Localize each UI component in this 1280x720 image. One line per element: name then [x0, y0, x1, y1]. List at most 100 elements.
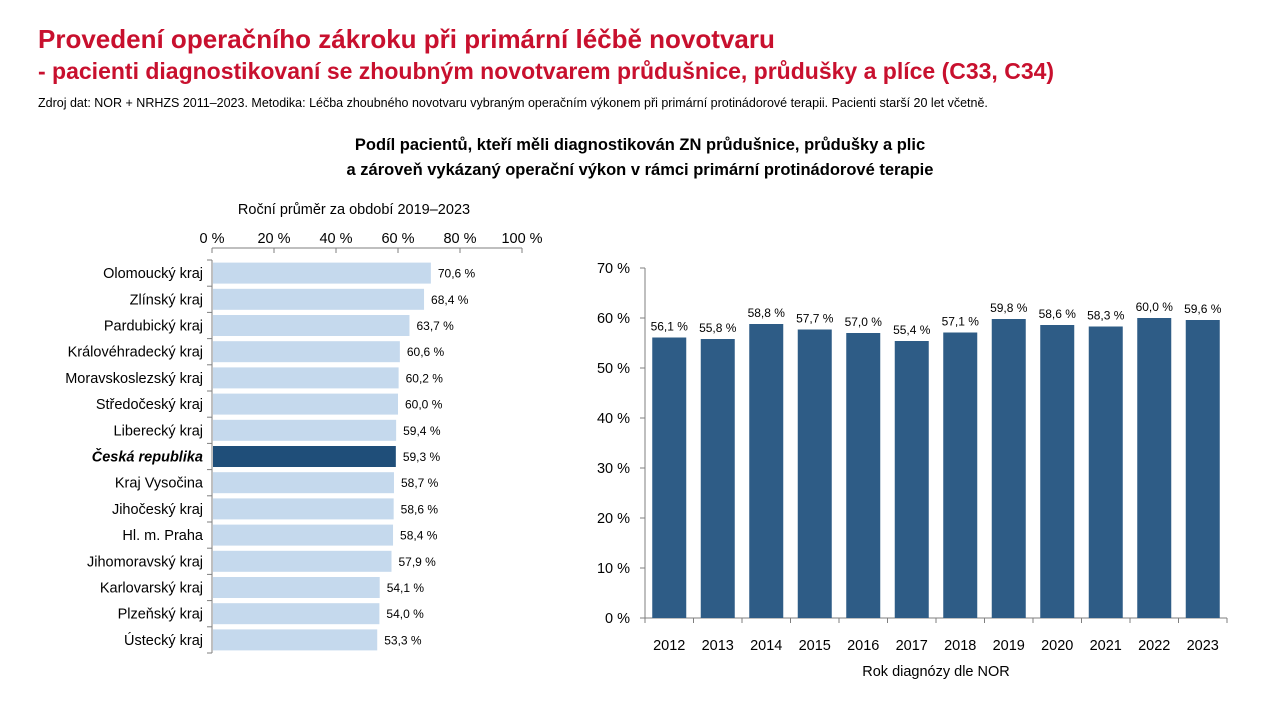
bar [213, 367, 399, 389]
bar [213, 498, 394, 520]
bar-value-label: 63,7 % [416, 319, 454, 333]
bar-value-label: 53,3 % [384, 633, 422, 647]
category-label: Královéhradecký kraj [68, 345, 203, 361]
y-tick-label: 60 % [597, 311, 630, 327]
data-source-note: Zdroj dat: NOR + NRHZS 2011–2023. Metodi… [38, 96, 988, 110]
category-label: Jihomoravský kraj [87, 554, 203, 570]
x-tick-label: 2014 [750, 638, 782, 654]
column-bar [652, 337, 687, 618]
category-label: Moravskoslezský kraj [65, 371, 203, 387]
column-bar [1137, 318, 1172, 618]
bar [213, 288, 425, 310]
x-tick-label: 2020 [1041, 638, 1073, 654]
category-label: Liberecký kraj [114, 423, 203, 439]
column-value-label: 56,1 % [651, 320, 689, 334]
chart-title: Roční průměr za období 2019–2023 [238, 202, 470, 218]
column-value-label: 55,8 % [699, 321, 737, 335]
x-tick-label: 2018 [944, 638, 976, 654]
bar-value-label: 54,1 % [387, 581, 425, 595]
category-label: Olomoucký kraj [103, 266, 203, 282]
column-value-label: 57,0 % [845, 315, 883, 329]
column-bar [1088, 326, 1123, 618]
column-bar [894, 341, 929, 618]
bar [213, 262, 431, 284]
column-value-label: 60,0 % [1136, 300, 1174, 314]
column-value-label: 59,6 % [1184, 302, 1222, 316]
bar-value-label: 60,6 % [407, 345, 445, 359]
x-tick-label: 2016 [847, 638, 879, 654]
bar [213, 629, 378, 651]
bar-value-label: 59,3 % [403, 450, 441, 464]
bar-value-label: 60,2 % [406, 371, 444, 385]
column-bar [749, 324, 784, 618]
x-tick-label: 2017 [896, 638, 928, 654]
column-value-label: 58,3 % [1087, 309, 1125, 323]
page-title: Provedení operačního zákroku při primárn… [38, 24, 775, 54]
column-value-label: 55,4 % [893, 323, 931, 337]
column-value-label: 57,7 % [796, 312, 834, 326]
bar [213, 419, 397, 441]
figure-heading-line-2: a zároveň vykázaný operační výkon v rámc… [346, 161, 934, 179]
bar-value-label: 68,4 % [431, 293, 469, 307]
bar [213, 524, 394, 546]
x-tick-label: 2019 [993, 638, 1025, 654]
category-label: Jihočeský kraj [112, 502, 203, 518]
x-tick-label: 2022 [1138, 638, 1170, 654]
y-tick-label: 0 % [605, 611, 630, 627]
category-label: Hl. m. Praha [122, 528, 204, 544]
column-value-label: 57,1 % [942, 315, 980, 329]
y-tick-label: 70 % [597, 261, 630, 277]
bar [213, 550, 392, 572]
page-subtitle: - pacienti diagnostikovaní se zhoubným n… [38, 58, 1055, 84]
x-tick-label: 100 % [501, 231, 542, 247]
x-tick-label: 2015 [799, 638, 831, 654]
x-axis-title: Rok diagnózy dle NOR [862, 664, 1010, 680]
category-label: Ústecký kraj [124, 632, 203, 649]
column-value-label: 58,6 % [1039, 307, 1077, 321]
bar-value-label: 60,0 % [405, 398, 443, 412]
bar [213, 393, 398, 415]
x-tick-label: 2013 [702, 638, 734, 654]
bar-value-label: 70,6 % [438, 267, 476, 281]
category-label: Středočeský kraj [96, 397, 203, 413]
column-value-label: 59,8 % [990, 301, 1028, 315]
column-bar [943, 332, 978, 618]
column-bar [700, 339, 735, 618]
y-tick-label: 30 % [597, 461, 630, 477]
category-label: Plzeňský kraj [118, 607, 203, 623]
bar [213, 315, 410, 336]
column-bar [846, 333, 881, 618]
bar-value-label: 57,9 % [398, 555, 436, 569]
x-tick-label: 2023 [1187, 638, 1219, 654]
y-tick-label: 20 % [597, 511, 630, 527]
bar-value-label: 58,7 % [401, 476, 439, 490]
bar-value-label: 54,0 % [386, 607, 424, 621]
bar [213, 577, 380, 598]
x-tick-label: 80 % [443, 231, 476, 247]
bar [213, 603, 380, 625]
bar [213, 341, 400, 363]
column-bar [1185, 320, 1220, 618]
category-label: Zlínský kraj [130, 292, 203, 308]
bar [213, 472, 394, 494]
x-tick-label: 2021 [1090, 638, 1122, 654]
category-label: Karlovarský kraj [100, 581, 203, 597]
column-bar [1040, 325, 1075, 618]
x-tick-label: 40 % [319, 231, 352, 247]
bar [213, 446, 396, 467]
figure-heading: Podíl pacientů, kteří měli diagnostiková… [0, 133, 1280, 183]
bar-value-label: 58,6 % [401, 502, 439, 516]
column-bar [797, 329, 832, 618]
figure-heading-line-1: Podíl pacientů, kteří měli diagnostiková… [354, 136, 926, 154]
x-tick-label: 2012 [653, 638, 685, 654]
y-tick-label: 10 % [597, 561, 630, 577]
category-label: Pardubický kraj [104, 319, 203, 335]
y-tick-label: 50 % [597, 361, 630, 377]
x-tick-label: 0 % [200, 231, 225, 247]
y-tick-label: 40 % [597, 411, 630, 427]
category-label: Kraj Vysočina [115, 476, 204, 492]
column-value-label: 58,8 % [748, 306, 786, 320]
x-tick-label: 20 % [257, 231, 290, 247]
